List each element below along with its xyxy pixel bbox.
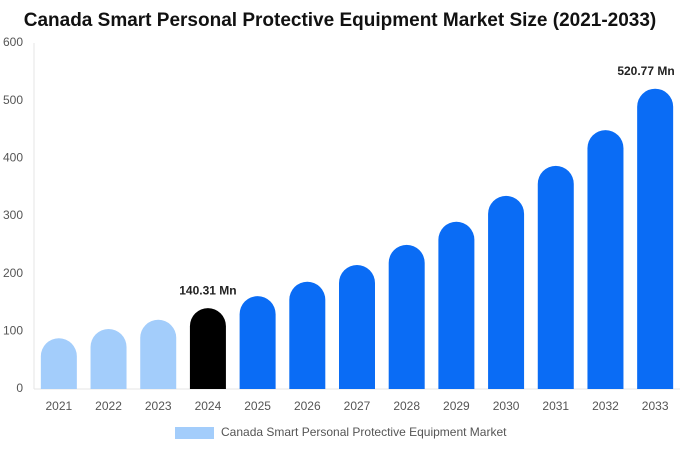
- bar: [339, 265, 375, 389]
- bar: [587, 130, 624, 389]
- bar: [90, 329, 127, 389]
- bar: [140, 319, 177, 389]
- x-tick-label: 2029: [443, 399, 470, 413]
- bar: [189, 308, 226, 389]
- x-tick-label: 2030: [493, 399, 520, 413]
- bar: [239, 296, 276, 389]
- y-tick-label: 100: [3, 324, 23, 338]
- y-tick-label: 0: [16, 381, 23, 395]
- bar: [388, 244, 425, 389]
- y-tick-label: 200: [3, 266, 23, 280]
- x-tick-label: 2024: [195, 399, 222, 413]
- chart-title: Canada Smart Personal Protective Equipme…: [24, 10, 657, 31]
- x-tick-label: 2028: [393, 399, 420, 413]
- bar: [289, 281, 326, 389]
- x-tick-label: 2023: [145, 399, 172, 413]
- bar: [40, 338, 77, 389]
- x-tick-label: 2026: [294, 399, 321, 413]
- x-tick-label: 2022: [95, 399, 122, 413]
- x-tick-label: 2033: [642, 399, 669, 413]
- y-tick-label: 600: [3, 35, 23, 49]
- value-label: 520.77 Mn: [617, 64, 674, 78]
- x-tick-label: 2027: [344, 399, 371, 413]
- bar: [438, 221, 475, 389]
- x-tick-label: 2032: [592, 399, 619, 413]
- legend-label: Canada Smart Personal Protective Equipme…: [221, 425, 507, 439]
- bar: [488, 195, 525, 389]
- bar: [537, 165, 574, 389]
- x-tick-label: 2031: [542, 399, 569, 413]
- y-tick-label: 500: [3, 93, 23, 107]
- x-tick-label: 2021: [45, 399, 72, 413]
- bar: [637, 88, 674, 390]
- x-tick-label: 2025: [244, 399, 271, 413]
- value-label: 140.31 Mn: [179, 283, 236, 297]
- y-tick-label: 400: [3, 151, 23, 165]
- legend-swatch: [175, 427, 214, 439]
- y-tick-label: 300: [3, 208, 23, 222]
